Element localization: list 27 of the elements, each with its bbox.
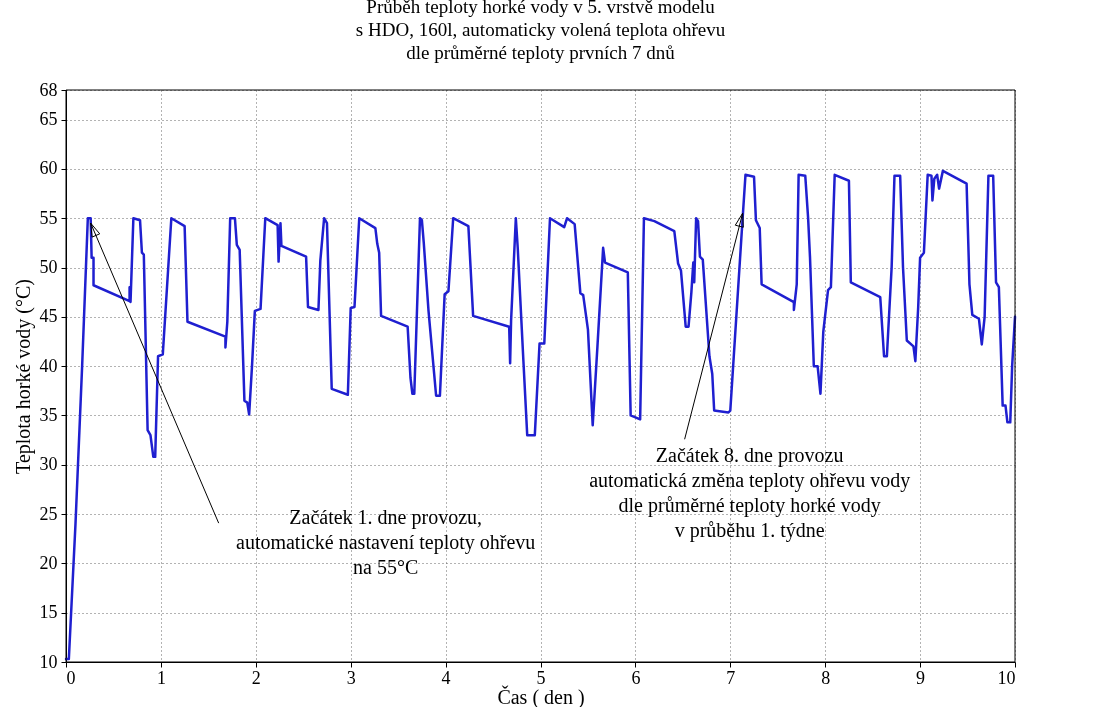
annotation: Začátek 1. dne provozu, automatické nastavení teploty ohřevu na 55°C [235,506,536,579]
y-tick-label: 45 [39,306,58,327]
x-tick-label: 7 [726,667,736,688]
y-tick-label: 20 [39,552,58,573]
y-tick-label: 15 [39,602,58,623]
annotation: Začátek 8. dne provozu automatická změna teploty ohřevu vody dle průměrné teploty horké vody v průběhu 1. týdne [589,444,911,543]
y-tick-label: 60 [39,158,58,179]
x-tick-label: 4 [441,667,451,688]
x-tick-label: 8 [821,667,831,688]
y-tick-label: 30 [39,454,58,475]
y-tick-label: 50 [39,257,58,278]
y-tick-label: 68 [39,79,58,100]
x-tick-label: 10 [997,667,1016,688]
x-tick-label: 2 [251,667,261,688]
y-tick-label: 65 [39,109,58,130]
x-tick-label: 9 [916,667,926,688]
y-tick-label: 40 [39,355,58,376]
x-tick-label: 0 [66,667,76,688]
y-axis-title: Teplota horké vody (°C) [11,279,35,474]
y-tick-label: 10 [39,651,58,672]
x-tick-label: 3 [346,667,356,688]
x-tick-label: 6 [631,667,641,688]
x-tick-label: 1 [156,667,166,688]
y-tick-label: 25 [39,503,58,524]
chart-title: Průběh teploty horké vody v 5. vrstvě modelu s HDO, 160l, automaticky volená teplota ohřevu dle průměrné teploty prvních 7 dnů [355,0,726,63]
y-tick-label: 35 [39,404,58,425]
y-tick-label: 55 [39,207,58,228]
